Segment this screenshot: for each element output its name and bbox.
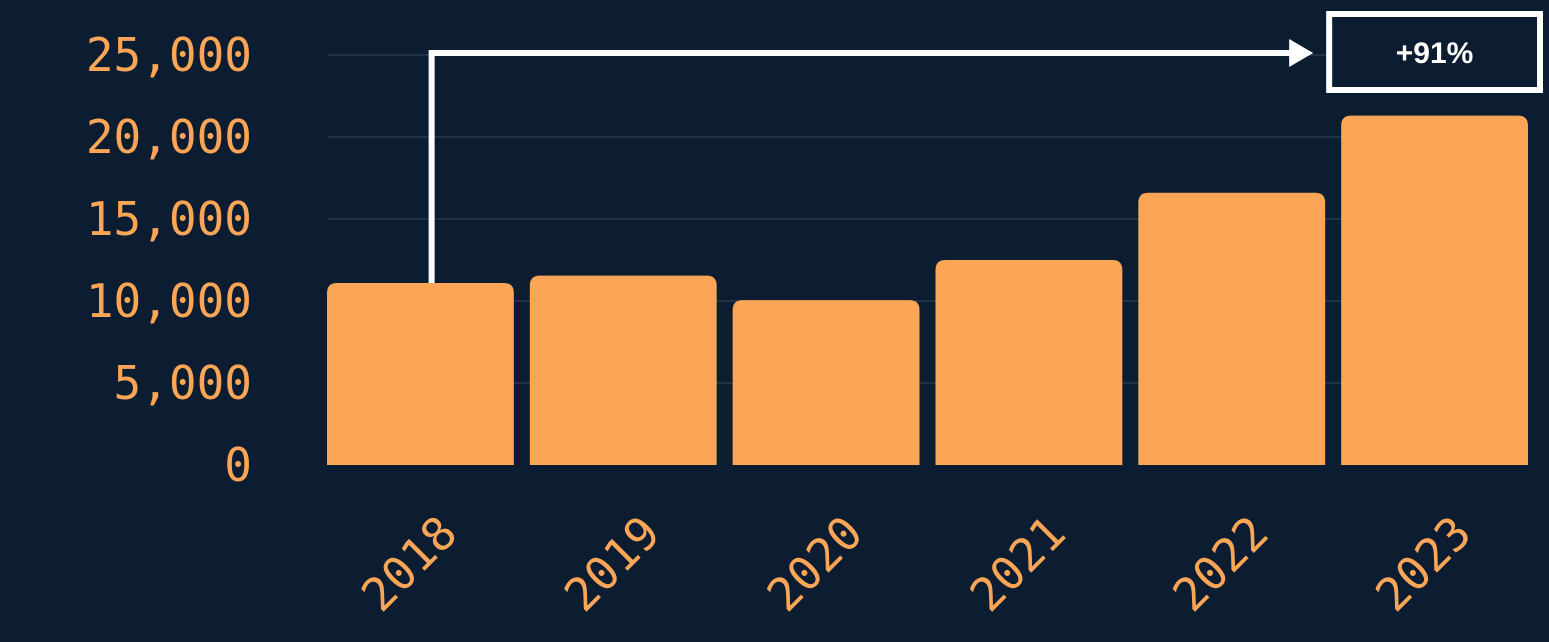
bar-2019 [529, 275, 717, 465]
y-tick-label: 0 [224, 438, 252, 492]
x-tick-label: 2019 [554, 505, 671, 622]
bar-2018 [327, 282, 514, 465]
x-tick-label: 2021 [959, 505, 1076, 622]
x-tick-label: 2018 [351, 505, 468, 622]
annotation-arrowhead [1289, 39, 1314, 67]
x-tick-label: 2020 [757, 505, 874, 622]
bars [327, 115, 1528, 466]
x-axis-tick-labels: 2018 2019 2020 2021 2022 2023 [351, 505, 1482, 622]
annotation-connector [428, 50, 1296, 283]
bar-2020 [732, 300, 920, 465]
y-tick-label: 15,000 [86, 192, 252, 246]
y-axis-tick-labels: 0 5,000 10,000 15,000 20,000 25,000 [86, 28, 252, 492]
annotation-label: +91% [1396, 37, 1474, 70]
x-tick-label: 2022 [1162, 505, 1279, 622]
bar-2021 [935, 260, 1123, 465]
x-tick-label: 2023 [1365, 505, 1482, 622]
bar-2023 [1341, 115, 1528, 466]
y-tick-label: 25,000 [86, 28, 252, 82]
y-tick-label: 5,000 [114, 356, 252, 410]
y-tick-label: 10,000 [86, 274, 252, 328]
bar-2022 [1138, 192, 1326, 465]
annotation-box [1326, 11, 1543, 93]
annotation: +91% [428, 11, 1543, 283]
y-tick-label: 20,000 [86, 110, 252, 164]
